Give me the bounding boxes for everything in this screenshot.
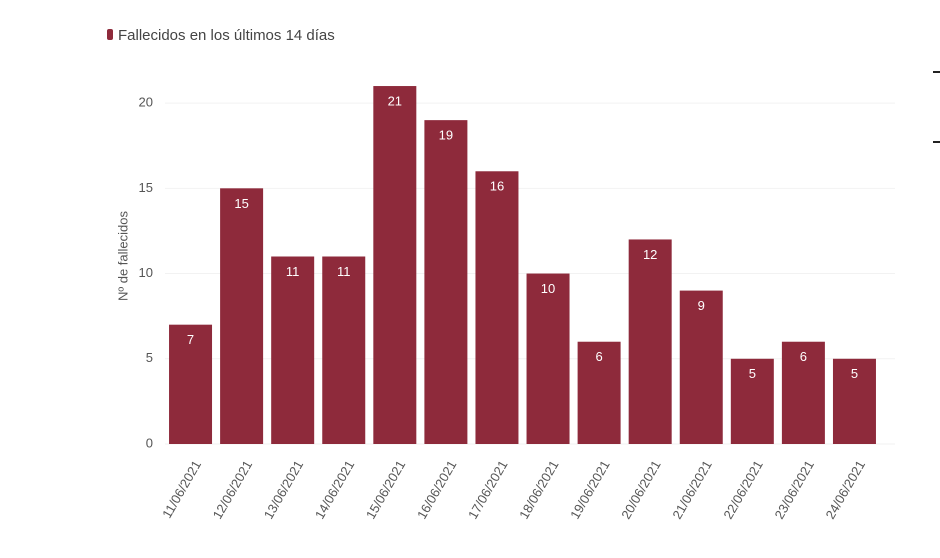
y-axis-label: Nº de fallecidos bbox=[115, 210, 130, 301]
data-label: 16 bbox=[490, 179, 504, 194]
data-label: 12 bbox=[643, 247, 657, 262]
bar bbox=[679, 290, 723, 444]
data-label: 15 bbox=[234, 196, 248, 211]
y-tick-label: 5 bbox=[146, 350, 153, 365]
x-tick-label: 23/06/2021 bbox=[771, 458, 817, 522]
bar bbox=[475, 171, 519, 445]
x-tick-label: 14/06/2021 bbox=[312, 458, 358, 522]
y-tick-label: 20 bbox=[139, 95, 153, 110]
x-tick-label: 15/06/2021 bbox=[363, 458, 409, 522]
y-tick-label: 10 bbox=[139, 265, 153, 280]
x-tick-label: 12/06/2021 bbox=[210, 458, 256, 522]
x-tick-label: 20/06/2021 bbox=[618, 458, 664, 522]
data-label: 7 bbox=[187, 332, 194, 347]
data-label: 21 bbox=[388, 93, 402, 108]
bar bbox=[271, 256, 315, 444]
x-tick-label: 24/06/2021 bbox=[823, 458, 869, 522]
data-label: 9 bbox=[698, 298, 705, 313]
bar bbox=[220, 188, 264, 444]
data-label: 6 bbox=[595, 349, 602, 364]
bar bbox=[526, 273, 570, 444]
bar bbox=[373, 86, 417, 444]
bar bbox=[730, 358, 774, 444]
y-tick-label: 15 bbox=[139, 180, 153, 195]
x-tick-label: 22/06/2021 bbox=[720, 458, 766, 522]
x-tick-label: 19/06/2021 bbox=[567, 458, 613, 522]
data-label: 6 bbox=[800, 349, 807, 364]
y-tick-label: 0 bbox=[146, 435, 153, 450]
x-tick-label: 17/06/2021 bbox=[465, 458, 511, 522]
x-tick-label: 13/06/2021 bbox=[261, 458, 307, 522]
legend-marker bbox=[107, 29, 113, 40]
x-tick-label: 11/06/2021 bbox=[159, 458, 204, 521]
bar bbox=[577, 341, 621, 444]
legend-label: Fallecidos en los últimos 14 días bbox=[118, 27, 335, 44]
x-tick-label: 21/06/2021 bbox=[669, 458, 715, 522]
bar bbox=[424, 120, 468, 445]
bar bbox=[169, 324, 213, 444]
data-label: 5 bbox=[851, 366, 858, 381]
bar bbox=[628, 239, 672, 444]
data-label: 10 bbox=[541, 281, 555, 296]
data-label: 5 bbox=[749, 366, 756, 381]
x-tick-label: 16/06/2021 bbox=[414, 458, 460, 522]
bar bbox=[322, 256, 366, 444]
bar bbox=[781, 341, 825, 444]
x-tick-label: 18/06/2021 bbox=[516, 458, 562, 522]
data-label: 19 bbox=[439, 128, 453, 143]
data-label: 11 bbox=[337, 264, 351, 279]
data-label: 11 bbox=[286, 264, 300, 279]
bar bbox=[832, 358, 876, 444]
